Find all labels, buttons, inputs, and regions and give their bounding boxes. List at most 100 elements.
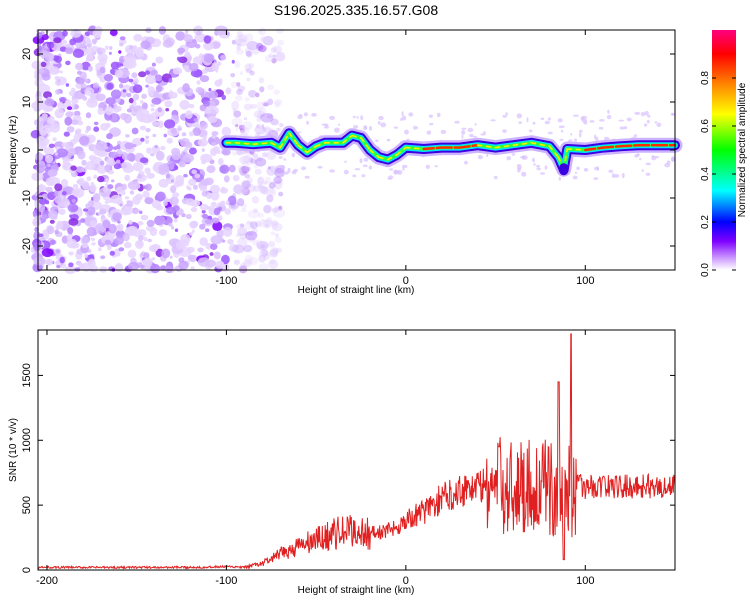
noise-speckle xyxy=(323,126,330,129)
noise-speckle xyxy=(436,112,441,118)
noise-speckle xyxy=(249,157,254,163)
noise-speckle xyxy=(192,38,197,44)
noise-speckle xyxy=(209,184,221,194)
noise-speckle xyxy=(522,155,528,160)
noise-speckle xyxy=(244,222,255,230)
noise-speckle xyxy=(624,126,628,130)
noise-speckle xyxy=(647,114,651,118)
noise-speckle xyxy=(377,121,381,125)
noise-speckle xyxy=(128,78,134,83)
noise-speckle xyxy=(90,237,96,241)
noise-speckle xyxy=(393,126,398,129)
noise-speckle xyxy=(440,129,447,134)
noise-speckle xyxy=(526,117,529,123)
noise-speckle xyxy=(174,228,179,232)
noise-speckle xyxy=(279,123,284,128)
noise-speckle xyxy=(93,126,100,132)
noise-speckle xyxy=(237,198,245,207)
noise-speckle xyxy=(70,205,79,212)
noise-speckle xyxy=(190,206,198,213)
noise-speckle xyxy=(257,176,265,185)
noise-speckle xyxy=(89,220,97,226)
noise-speckle xyxy=(235,34,245,44)
noise-speckle xyxy=(55,224,61,230)
noise-speckle xyxy=(154,144,158,149)
noise-speckle xyxy=(119,42,124,47)
noise-speckle xyxy=(70,87,76,92)
noise-speckle xyxy=(493,175,498,180)
noise-speckle xyxy=(536,167,541,171)
noise-speckle xyxy=(218,206,222,211)
noise-speckle xyxy=(38,198,48,205)
noise-speckle xyxy=(277,39,284,46)
noise-speckle xyxy=(47,163,51,167)
noise-speckle xyxy=(88,154,97,161)
noise-speckle xyxy=(598,126,604,130)
noise-speckle xyxy=(401,111,404,117)
noise-speckle xyxy=(36,135,46,146)
noise-speckle xyxy=(297,131,302,134)
noise-speckle xyxy=(469,133,474,138)
noise-speckle xyxy=(251,196,260,204)
noise-speckle xyxy=(154,215,166,226)
noise-speckle xyxy=(47,191,56,201)
noise-speckle xyxy=(241,121,253,131)
noise-speckle xyxy=(97,175,105,183)
noise-speckle xyxy=(183,174,188,178)
noise-speckle xyxy=(86,43,92,48)
noise-speckle xyxy=(38,68,45,74)
noise-speckle xyxy=(233,259,240,265)
noise-speckle xyxy=(189,232,194,236)
noise-speckle xyxy=(208,87,212,92)
noise-speckle xyxy=(248,257,259,265)
noise-speckle xyxy=(142,258,153,266)
noise-speckle xyxy=(128,262,140,271)
noise-speckle xyxy=(426,130,432,135)
noise-speckle xyxy=(188,178,197,186)
noise-speckle xyxy=(80,218,86,223)
noise-speckle xyxy=(55,81,58,85)
noise-speckle xyxy=(249,70,255,76)
noise-speckle xyxy=(71,119,79,125)
noise-speckle xyxy=(46,119,53,125)
noise-speckle xyxy=(115,159,121,164)
noise-speckle xyxy=(41,34,49,41)
noise-speckle xyxy=(164,265,174,273)
noise-speckle xyxy=(256,43,263,49)
noise-speckle xyxy=(220,54,227,61)
noise-speckle xyxy=(163,133,168,138)
noise-speckle xyxy=(232,175,240,182)
noise-speckle xyxy=(211,62,220,71)
noise-speckle xyxy=(369,125,372,131)
noise-speckle xyxy=(618,119,625,122)
snr-x-label: Height of straight line (km) xyxy=(298,585,415,596)
spectrogram-x-ticks: -200 -100 0 100 xyxy=(36,30,594,287)
colorbar-tick-label: 0.4 xyxy=(700,167,711,181)
noise-speckle xyxy=(178,260,189,270)
noise-speckle xyxy=(210,235,223,245)
noise-speckle xyxy=(236,31,243,37)
noise-speckle xyxy=(244,173,250,179)
noise-speckle xyxy=(278,156,283,159)
noise-speckle xyxy=(353,125,359,129)
noise-speckle xyxy=(151,62,156,67)
noise-speckle xyxy=(258,185,269,194)
ridge-dip-blob xyxy=(558,163,569,176)
noise-speckle xyxy=(255,92,260,98)
noise-speckle xyxy=(235,48,244,55)
noise-speckle xyxy=(291,152,296,158)
noise-speckle xyxy=(106,83,114,90)
noise-speckle xyxy=(243,117,248,121)
noise-speckle xyxy=(257,212,264,218)
noise-speckle xyxy=(118,50,122,54)
noise-speckle xyxy=(264,180,269,185)
noise-speckle xyxy=(641,169,644,172)
ridge-core-segment xyxy=(396,146,407,156)
noise-speckle xyxy=(119,36,126,41)
colorbar-ticks: 0.0 0.2 0.4 0.6 0.8 xyxy=(700,71,736,277)
noise-speckle xyxy=(105,106,113,116)
noise-speckle xyxy=(138,71,147,78)
noise-speckle xyxy=(93,174,97,179)
noise-speckle xyxy=(68,218,79,226)
